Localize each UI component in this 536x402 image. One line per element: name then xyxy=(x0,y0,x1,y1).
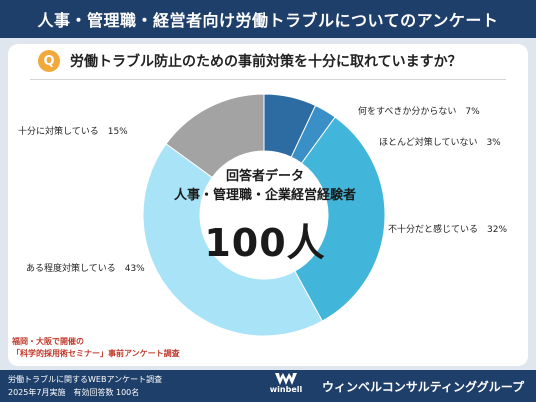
center-label-count: 100人 xyxy=(204,221,326,265)
page-header: 人事・管理職・経営者向け労働トラブルについてのアンケート xyxy=(0,0,536,38)
question-badge: Q xyxy=(38,50,60,72)
slice-label-barely: ほとんど対策していない 3% xyxy=(379,138,501,148)
source-note-line2: 「科学的採用術セミナー」事前アンケート調査 xyxy=(12,349,180,358)
slice-label-insufficient: 不十分だと感じている 32% xyxy=(388,225,508,235)
company-name: ウィンベルコンサルティンググループ xyxy=(322,380,525,394)
header-title: 人事・管理職・経営者向け労働トラブルについてのアンケート xyxy=(37,11,499,30)
center-label-subtitle: 人事・管理職・企業経営経験者 xyxy=(173,188,356,203)
question-text: 労働トラブル防止のための事前対策を十分に取れていますか？ xyxy=(70,54,462,70)
logo-mark-icon xyxy=(275,373,297,385)
question-row: Q 労働トラブル防止のための事前対策を十分に取れていますか？ xyxy=(38,48,462,74)
donut-hole xyxy=(200,151,328,279)
slice-label-sufficient: 十分に対策している 15% xyxy=(18,127,128,137)
logo-word: winbell xyxy=(269,385,303,394)
footer-survey-title: 労働トラブルに関するWEBアンケート調査 xyxy=(8,375,163,384)
page-footer: 労働トラブルに関するWEBアンケート調査 2025年7月実施 有効回答数 100… xyxy=(0,370,536,402)
source-note-line1: 福岡・大阪で開催の xyxy=(12,337,84,346)
slice-label-somewhat: ある程度対策している 43% xyxy=(26,264,145,274)
company-logo: winbell xyxy=(268,372,304,400)
footer-survey-date: 2025年7月実施 有効回答数 100名 xyxy=(8,388,140,397)
slice-label-dont-know: 何をすべきか分からない 7% xyxy=(358,107,480,117)
question-divider xyxy=(30,79,506,80)
center-label-title: 回答者データ xyxy=(225,169,304,184)
